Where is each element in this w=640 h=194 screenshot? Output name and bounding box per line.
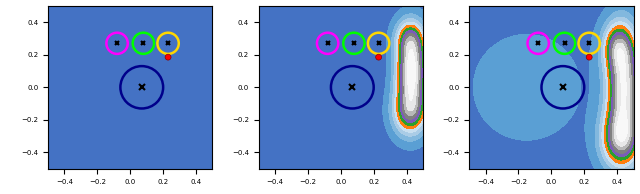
Circle shape [586, 54, 592, 60]
Circle shape [376, 54, 381, 60]
Circle shape [165, 54, 171, 60]
